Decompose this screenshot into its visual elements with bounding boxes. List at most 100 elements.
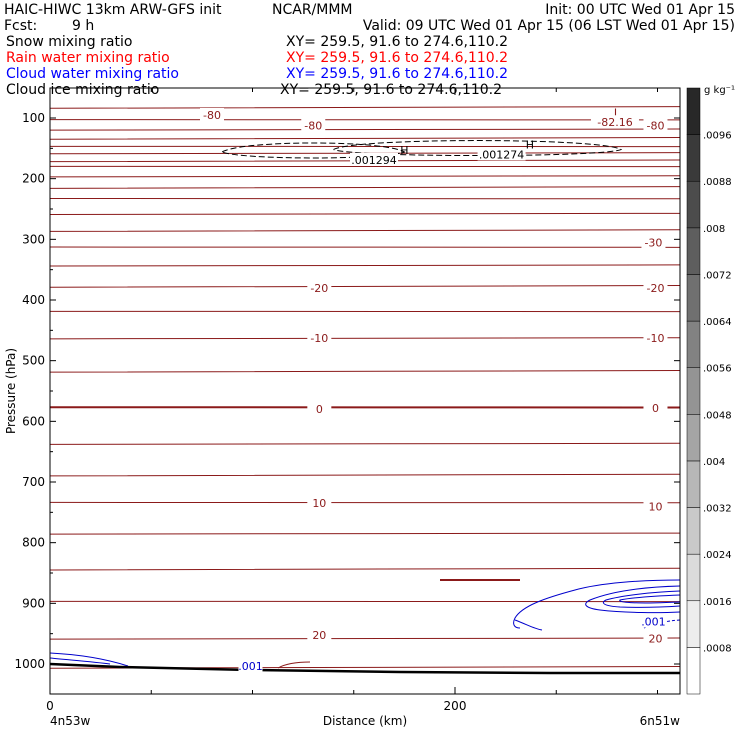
extrema-label-bg bbox=[477, 147, 526, 161]
colorbar-bin bbox=[686, 367, 701, 415]
field-xy-rain: XY= 259.5, 91.6 to 274.6,110.2 bbox=[286, 50, 508, 66]
temperature-contour-labels: -80 -80 -80 -30 -20 -20 -10 -10 0 0 10 10 20 20 bbox=[200, 107, 668, 646]
temperature-contour-label: 20 bbox=[648, 633, 662, 646]
colorbar-bin bbox=[686, 414, 701, 462]
temperature-contour-label: 20 bbox=[312, 629, 326, 642]
extrema-label: H bbox=[400, 144, 408, 157]
field-xy-cloud-water: XY= 259.5, 91.6 to 274.6,110.2 bbox=[286, 66, 508, 82]
isotherm bbox=[49, 175, 681, 178]
colorbar-bin bbox=[686, 87, 701, 135]
contour-label-bg bbox=[643, 631, 668, 645]
colorbar-bin bbox=[686, 320, 701, 368]
colorbar-bin bbox=[686, 647, 701, 695]
cloud-water-label: .001 bbox=[238, 660, 263, 673]
extrema-label: .001294 bbox=[351, 154, 397, 167]
center-label: NCAR/MMM bbox=[272, 2, 353, 18]
temperature-contour-label: -10 bbox=[310, 332, 328, 345]
colorbar-bin bbox=[686, 227, 701, 275]
isotherm bbox=[49, 285, 681, 288]
isotherm bbox=[49, 637, 681, 640]
colorbar-tick-label: .0008 bbox=[703, 643, 732, 654]
temperature-contour-label: -20 bbox=[646, 282, 664, 295]
cloud-water-contour-left bbox=[49, 652, 129, 667]
temperature-contour-label: -80 bbox=[203, 109, 221, 122]
field-name-rain: Rain water mixing ratio bbox=[6, 50, 170, 66]
isotherm bbox=[49, 212, 681, 215]
temperature-contour-label: -80 bbox=[304, 119, 322, 132]
cloud-water-contour-right-2 bbox=[585, 585, 681, 614]
cloud-ice-contour bbox=[333, 140, 623, 157]
cloud-water-labels: .001 .001 bbox=[238, 614, 666, 673]
y-tick-label: 500 bbox=[22, 354, 45, 368]
isotherm bbox=[49, 532, 681, 535]
x-tick-label: 200 bbox=[444, 699, 467, 713]
figure-title: HAIC-HIWC 13km ARW-GFS init bbox=[4, 2, 222, 18]
valid-time: Valid: 09 UTC Wed 01 Apr 15 (06 LST Wed … bbox=[363, 18, 735, 34]
temperature-contour-label: 10 bbox=[648, 500, 662, 513]
temperature-contour-label: -20 bbox=[310, 282, 328, 295]
contour-label-bg bbox=[643, 331, 668, 345]
colorbar-bin bbox=[686, 553, 701, 602]
isotherm bbox=[49, 119, 681, 121]
y-tick-label: 700 bbox=[22, 475, 45, 489]
cloud-water-contour-right-6 bbox=[514, 619, 543, 631]
contour-label-bg bbox=[643, 280, 668, 294]
terrain-line bbox=[49, 662, 680, 675]
y-axis-label: Pressure (hPa) bbox=[4, 348, 18, 434]
isotherm bbox=[49, 165, 681, 168]
isotherm bbox=[49, 567, 681, 571]
contour-label-bg bbox=[643, 118, 668, 132]
isotherm bbox=[49, 246, 681, 249]
x-axis: 0 200 bbox=[46, 88, 658, 713]
isotherm bbox=[49, 310, 681, 313]
contour-label-bg bbox=[643, 400, 668, 414]
isotherm bbox=[49, 501, 681, 504]
extrema-label: L bbox=[614, 107, 621, 120]
colorbar-bin bbox=[686, 460, 701, 508]
contour-label-bg bbox=[307, 496, 332, 510]
field-xy-cloud-ice: XY= 259.5, 91.6 to 274.6,110.2 bbox=[280, 82, 502, 98]
x-axis-label: Distance (km) bbox=[323, 714, 407, 728]
colorbar-tick-label: .004 bbox=[703, 457, 725, 468]
isotherm bbox=[49, 264, 681, 267]
isotherm bbox=[49, 442, 681, 445]
header: HAIC-HIWC 13km ARW-GFS init NCAR/MMM Ini… bbox=[4, 2, 735, 98]
y-tick-label: 600 bbox=[22, 414, 45, 428]
init-time: Init: 00 UTC Wed 01 Apr 15 bbox=[545, 2, 735, 18]
colorbar-bin bbox=[686, 274, 701, 322]
contour-label-bg bbox=[643, 499, 668, 513]
right-endpoint-label: 6n51w bbox=[640, 714, 681, 728]
y-tick-label: 100 bbox=[22, 111, 45, 125]
cloud-water-contour-right-3 bbox=[602, 590, 681, 608]
left-endpoint-label: 4n53w bbox=[50, 714, 91, 728]
colorbar-bin bbox=[686, 507, 701, 555]
isotherm bbox=[49, 128, 681, 131]
colorbar: .0008 .0016 .0024 .0032 .004 .0048 .0056 .0064.… bbox=[686, 87, 732, 695]
colorbar-unit: g kg⁻¹ bbox=[704, 85, 735, 96]
isotherm bbox=[49, 600, 681, 603]
colorbar-bin bbox=[686, 180, 701, 229]
fcst-value: 9 h bbox=[72, 18, 94, 34]
colorbar-tick-label: .0088 bbox=[703, 177, 732, 188]
y-tick-label: 200 bbox=[22, 172, 45, 186]
x-tick-label: 0 bbox=[46, 699, 54, 713]
field-xy-snow: XY= 259.5, 91.6 to 274.6,110.2 bbox=[286, 34, 508, 50]
colorbar-tick-label: .0032 bbox=[703, 504, 732, 515]
colorbar-tick-label: .0056 bbox=[703, 364, 732, 375]
cloud-water-contour-right-outer bbox=[513, 579, 681, 629]
isotherm bbox=[49, 337, 681, 340]
extrema-label: H bbox=[526, 139, 534, 152]
isotherm bbox=[49, 186, 681, 189]
contour-label-bg bbox=[641, 235, 666, 249]
isotherm bbox=[49, 145, 681, 148]
y-tick-label: 1000 bbox=[14, 657, 45, 671]
temperature-contour-label: 0 bbox=[316, 403, 323, 416]
temperature-contour-label: 10 bbox=[312, 497, 326, 510]
cloud-water-contour-left-2 bbox=[49, 657, 111, 665]
temperature-contour-label: -80 bbox=[646, 119, 664, 132]
extrema-label: .001274 bbox=[479, 148, 525, 161]
isotherm bbox=[49, 406, 681, 409]
